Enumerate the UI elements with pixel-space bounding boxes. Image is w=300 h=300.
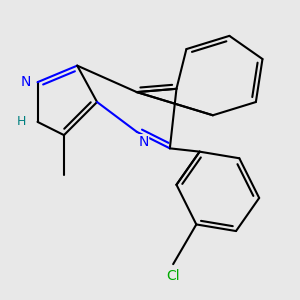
Text: H: H [16, 116, 26, 128]
Text: Cl: Cl [166, 269, 180, 283]
Text: N: N [21, 75, 31, 89]
Text: N: N [138, 135, 148, 149]
